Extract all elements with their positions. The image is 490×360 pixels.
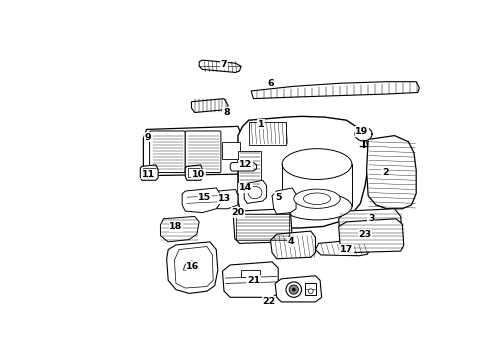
Bar [222, 142, 240, 159]
Polygon shape [339, 209, 402, 249]
Polygon shape [339, 219, 404, 253]
Polygon shape [251, 82, 419, 99]
Ellipse shape [282, 193, 352, 220]
Polygon shape [174, 247, 213, 288]
Text: 14: 14 [239, 184, 252, 193]
Text: 1: 1 [258, 120, 265, 129]
Polygon shape [355, 127, 372, 141]
Circle shape [292, 288, 295, 291]
Text: 10: 10 [192, 170, 205, 179]
Text: 23: 23 [359, 230, 371, 239]
Text: 3: 3 [368, 214, 374, 223]
Text: 7: 7 [220, 60, 227, 69]
Polygon shape [140, 165, 158, 180]
Bar [238, 151, 261, 186]
Ellipse shape [303, 193, 331, 204]
Text: 22: 22 [262, 297, 275, 306]
Text: 2: 2 [382, 168, 389, 177]
Text: 4: 4 [287, 237, 294, 246]
Text: 16: 16 [186, 262, 199, 271]
Text: 17: 17 [340, 245, 353, 254]
Polygon shape [270, 231, 316, 259]
Text: 20: 20 [231, 208, 245, 217]
Polygon shape [192, 99, 228, 112]
Text: 13: 13 [218, 194, 231, 203]
Polygon shape [185, 165, 202, 180]
Bar [144, 168, 155, 177]
Ellipse shape [248, 186, 262, 199]
Circle shape [309, 289, 313, 293]
Polygon shape [316, 239, 369, 256]
Bar [305, 283, 316, 295]
Polygon shape [230, 163, 257, 171]
Polygon shape [238, 116, 368, 228]
Text: 12: 12 [239, 160, 252, 169]
Polygon shape [160, 216, 199, 242]
Text: 15: 15 [198, 193, 211, 202]
Text: 9: 9 [145, 132, 151, 141]
FancyBboxPatch shape [149, 131, 185, 172]
Circle shape [289, 285, 298, 294]
Bar [236, 214, 289, 240]
Polygon shape [244, 180, 267, 203]
Polygon shape [199, 60, 241, 72]
Polygon shape [182, 188, 220, 213]
Text: 18: 18 [169, 222, 183, 231]
Polygon shape [272, 188, 296, 214]
Text: 8: 8 [223, 108, 230, 117]
Polygon shape [275, 276, 321, 302]
Polygon shape [144, 126, 245, 176]
Text: 6: 6 [267, 79, 274, 88]
Polygon shape [215, 189, 238, 209]
Polygon shape [367, 136, 416, 209]
Ellipse shape [294, 189, 340, 208]
Polygon shape [167, 242, 218, 293]
Bar [249, 122, 286, 145]
Bar [188, 168, 199, 177]
Text: 21: 21 [247, 276, 260, 285]
Text: 11: 11 [142, 170, 155, 179]
Circle shape [286, 282, 301, 297]
Text: 19: 19 [355, 127, 368, 136]
Text: 5: 5 [275, 193, 281, 202]
Bar [241, 270, 260, 276]
Ellipse shape [282, 149, 352, 180]
Polygon shape [222, 262, 278, 297]
FancyBboxPatch shape [185, 131, 221, 172]
Polygon shape [233, 209, 292, 243]
Polygon shape [282, 164, 352, 206]
